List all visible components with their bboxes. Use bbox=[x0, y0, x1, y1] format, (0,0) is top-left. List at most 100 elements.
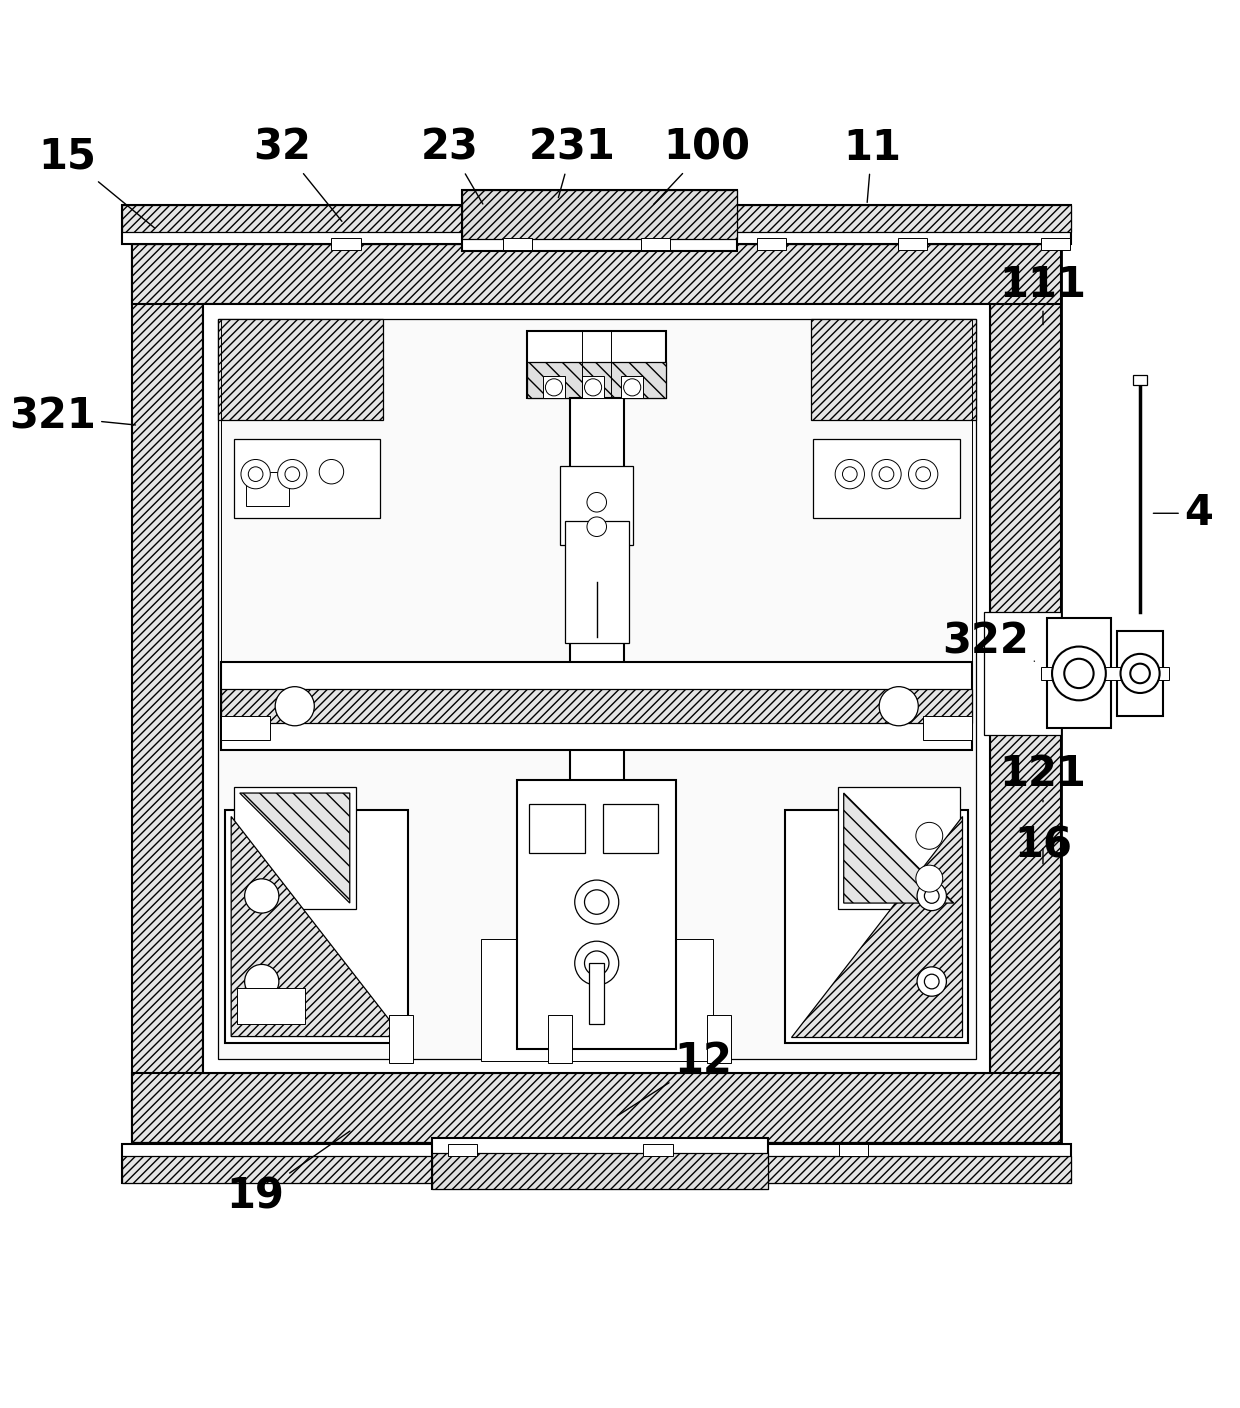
Bar bbox=[785, 811, 968, 1043]
Bar bbox=[641, 238, 670, 251]
Bar bbox=[1040, 238, 1070, 251]
Circle shape bbox=[584, 379, 601, 396]
Text: 32: 32 bbox=[254, 127, 342, 221]
Text: 111: 111 bbox=[999, 263, 1086, 325]
Bar bbox=[123, 1145, 1071, 1183]
Circle shape bbox=[918, 881, 946, 911]
Circle shape bbox=[916, 865, 942, 893]
Bar bbox=[991, 234, 1061, 1145]
Circle shape bbox=[909, 459, 937, 489]
Bar bbox=[432, 1138, 768, 1190]
Circle shape bbox=[244, 879, 279, 912]
Text: 15: 15 bbox=[38, 135, 155, 228]
Bar bbox=[133, 230, 1061, 244]
Polygon shape bbox=[231, 817, 402, 1036]
Circle shape bbox=[278, 459, 308, 489]
Circle shape bbox=[587, 517, 606, 536]
Bar bbox=[123, 1156, 1071, 1183]
Bar bbox=[218, 318, 976, 1059]
Circle shape bbox=[624, 379, 641, 396]
Polygon shape bbox=[791, 817, 962, 1036]
Circle shape bbox=[879, 467, 894, 482]
Circle shape bbox=[924, 974, 939, 988]
Circle shape bbox=[244, 964, 279, 998]
Bar bbox=[517, 780, 676, 1049]
Bar bbox=[448, 1145, 477, 1156]
Text: 4: 4 bbox=[1153, 493, 1213, 534]
Bar bbox=[502, 238, 532, 251]
Text: 121: 121 bbox=[999, 753, 1086, 801]
Circle shape bbox=[574, 941, 619, 986]
Circle shape bbox=[879, 687, 919, 725]
Text: 12: 12 bbox=[618, 1041, 732, 1115]
Circle shape bbox=[275, 687, 314, 725]
Bar bbox=[565, 521, 629, 643]
Bar bbox=[463, 190, 738, 239]
Bar bbox=[603, 804, 658, 853]
Bar bbox=[432, 1153, 768, 1190]
Bar bbox=[589, 963, 604, 1025]
Circle shape bbox=[1064, 659, 1094, 689]
Text: 23: 23 bbox=[422, 127, 482, 204]
Circle shape bbox=[248, 467, 263, 482]
Bar bbox=[463, 190, 738, 251]
Circle shape bbox=[241, 459, 270, 489]
Bar bbox=[133, 234, 1061, 304]
Circle shape bbox=[924, 888, 939, 904]
Bar bbox=[560, 466, 634, 545]
Circle shape bbox=[1131, 663, 1149, 683]
Circle shape bbox=[1052, 646, 1106, 700]
Circle shape bbox=[285, 467, 300, 482]
Bar bbox=[222, 689, 972, 724]
Text: 16: 16 bbox=[1014, 825, 1073, 867]
Circle shape bbox=[319, 459, 343, 484]
Bar bbox=[838, 1145, 868, 1156]
Bar bbox=[756, 238, 786, 251]
Circle shape bbox=[546, 379, 563, 396]
Text: 321: 321 bbox=[9, 396, 135, 438]
Circle shape bbox=[584, 950, 609, 976]
Text: 322: 322 bbox=[942, 621, 1034, 663]
Bar bbox=[811, 318, 976, 421]
Bar bbox=[898, 238, 926, 251]
Bar bbox=[233, 439, 381, 518]
Text: 231: 231 bbox=[528, 127, 616, 197]
Circle shape bbox=[1121, 653, 1159, 693]
Text: 19: 19 bbox=[227, 1131, 350, 1218]
Bar bbox=[133, 1142, 1061, 1156]
Bar bbox=[527, 331, 666, 398]
Polygon shape bbox=[239, 793, 350, 903]
Bar bbox=[621, 376, 644, 398]
Bar bbox=[481, 939, 713, 1062]
Bar bbox=[570, 398, 624, 969]
Bar bbox=[529, 804, 584, 853]
Circle shape bbox=[916, 467, 930, 482]
Bar bbox=[133, 234, 1061, 1145]
Bar bbox=[923, 717, 972, 741]
Bar bbox=[246, 472, 289, 505]
Bar bbox=[233, 787, 356, 910]
Bar bbox=[985, 612, 1061, 735]
Circle shape bbox=[584, 890, 609, 914]
Circle shape bbox=[587, 493, 606, 513]
Text: 11: 11 bbox=[843, 127, 900, 203]
Circle shape bbox=[872, 459, 901, 489]
Bar bbox=[1042, 667, 1169, 680]
Bar bbox=[133, 1073, 1061, 1145]
Bar bbox=[237, 987, 305, 1025]
Bar bbox=[837, 787, 960, 910]
Bar bbox=[527, 362, 666, 398]
Circle shape bbox=[574, 880, 619, 924]
Bar bbox=[707, 1015, 732, 1063]
Bar bbox=[222, 717, 270, 741]
Bar bbox=[222, 662, 972, 750]
Bar bbox=[133, 234, 203, 1145]
Bar bbox=[218, 318, 383, 421]
Bar bbox=[226, 811, 408, 1043]
Polygon shape bbox=[843, 793, 954, 903]
Text: 100: 100 bbox=[653, 127, 750, 204]
Bar bbox=[123, 204, 1071, 244]
Bar bbox=[389, 1015, 413, 1063]
Bar bbox=[543, 376, 565, 398]
Circle shape bbox=[918, 967, 946, 997]
